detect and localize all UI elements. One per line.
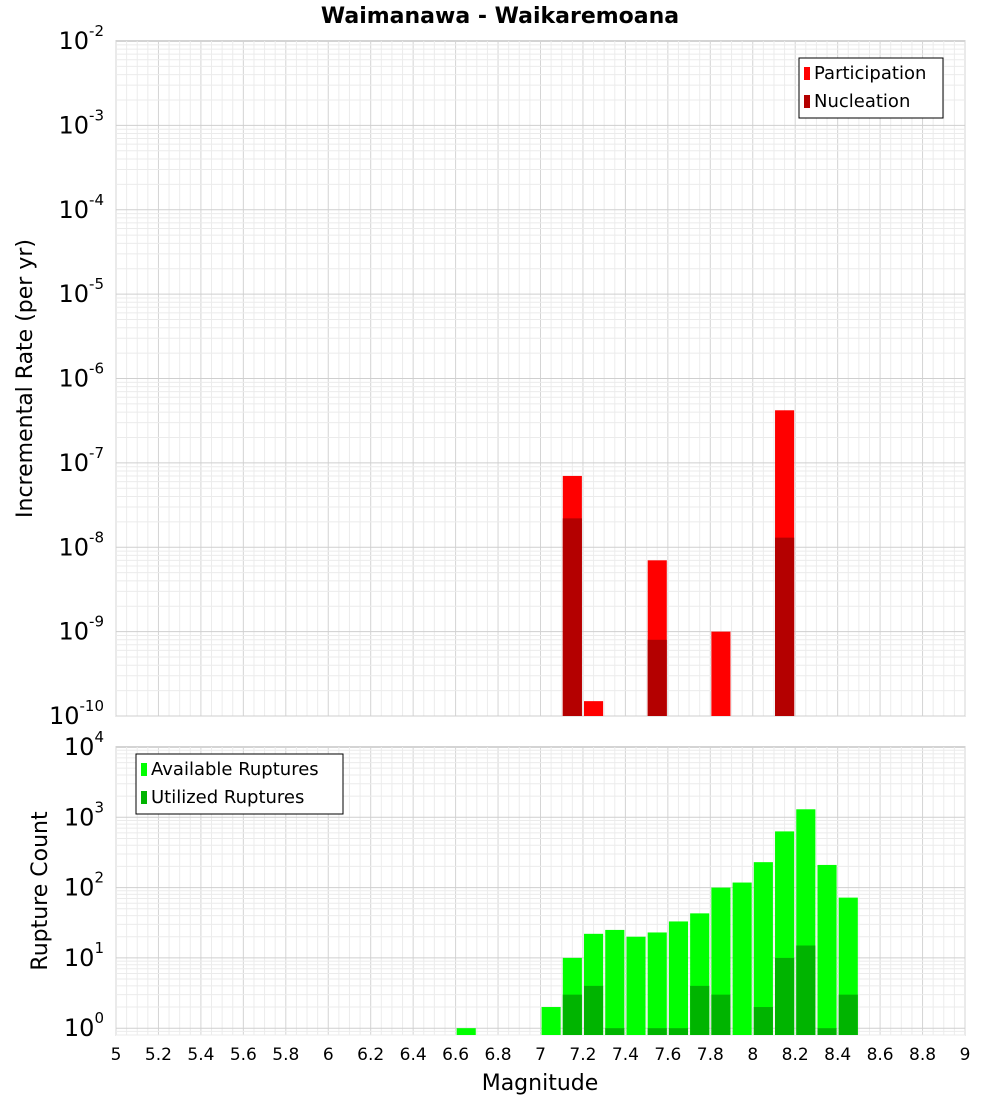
x-tick-label: 6.4 [400,1045,427,1065]
x-tick-label: 5.8 [272,1045,299,1065]
count-panel: 104 103 102 101 100 Rupture Count Available … [28,728,966,1042]
y-tick-label: 10-2 [58,22,104,55]
available-ruptures-bar [456,1028,476,1035]
legend-swatch [804,67,810,80]
legend-box [798,57,944,119]
available-ruptures-bar [626,936,646,1035]
x-tick-label: 8.6 [867,1045,894,1065]
participation-bar [711,631,731,716]
y-tick-label: 104 [64,728,104,761]
legend-box [135,753,344,815]
utilized-ruptures-bar [690,985,710,1035]
utilized-ruptures-bar [562,994,582,1035]
utilized-ruptures-bar [817,1028,837,1035]
x-tick-label: 5.2 [145,1045,172,1065]
rate-bars [562,410,795,716]
x-tick-label: 8.2 [782,1045,809,1065]
y-tick-label: 101 [64,939,104,972]
legend-label: Nucleation [814,91,910,112]
x-tick-label: 5 [111,1045,122,1065]
count-y-ticks: 104 103 102 101 100 [64,728,104,1042]
x-tick-label: 6.2 [357,1045,384,1065]
legend-label: Utilized Ruptures [151,787,304,808]
legend-label: Available Ruptures [151,759,319,780]
available-ruptures-bar [817,864,837,1035]
rate-y-axis-label: Incremental Rate (per yr) [13,239,38,518]
x-tick-labels: 5 5.2 5.4 5.6 5.8 6 6.2 6.4 6.6 6.8 7 7.2 7.4 7.6 7.8 8… [111,1045,971,1065]
y-tick-label: 102 [64,869,104,902]
x-tick-label: 8.4 [824,1045,851,1065]
utilized-ruptures-bar [753,1007,773,1035]
y-tick-label: 10-6 [58,360,104,393]
available-ruptures-bar [541,1007,561,1035]
x-tick-label: 8.8 [909,1045,936,1065]
legend-swatch [804,95,810,108]
x-tick-label: 7.2 [569,1045,596,1065]
legend-swatch [141,791,147,804]
x-tick-label: 8 [747,1045,758,1065]
x-tick-label: 7 [535,1045,546,1065]
x-axis-label: Magnitude [482,1071,599,1096]
available-ruptures-bar [753,862,773,1035]
available-ruptures-bar [732,882,752,1035]
x-tick-label: 7.8 [697,1045,724,1065]
x-tick-label: 6.8 [485,1045,512,1065]
available-ruptures-bar [605,929,625,1035]
y-tick-label: 10-3 [58,106,104,139]
legend-label: Participation [814,63,926,84]
participation-bar [584,701,604,716]
utilized-ruptures-bar [711,994,731,1035]
y-tick-label: 10-4 [58,191,104,224]
x-tick-label: 7.4 [612,1045,639,1065]
utilized-ruptures-bar [647,1028,667,1035]
rate-panel: 10-2 10-3 10-4 10-5 10-6 10-7 10-8 10-9 10-10 In… [13,22,966,730]
nucleation-bar [647,639,667,716]
x-tick-label: 6 [323,1045,334,1065]
rate-y-ticks: 10-2 10-3 10-4 10-5 10-6 10-7 10-8 10-9 10-10 [49,22,104,730]
utilized-ruptures-bar [668,1028,689,1035]
legend-swatch [141,763,147,776]
available-ruptures-bar [668,921,689,1035]
utilized-ruptures-bar [838,994,858,1035]
utilized-ruptures-bar [584,985,604,1035]
utilized-ruptures-bar [796,945,816,1035]
utilized-ruptures-bar [775,957,795,1035]
y-tick-label: 103 [64,798,104,831]
y-tick-label: 10-7 [58,444,104,477]
y-tick-label: 10-8 [58,528,104,561]
chart-title: Waimanawa - Waikaremoana [321,4,679,29]
rate-legend: Participation Nucleation [798,57,944,119]
y-tick-label: 10-5 [58,275,104,308]
utilized-ruptures-bar [605,1028,625,1035]
nucleation-bar [562,518,582,716]
rate-grid [115,41,966,717]
count-bars [456,809,858,1035]
x-tick-label: 6.6 [442,1045,469,1065]
available-ruptures-bar [647,932,667,1035]
y-tick-label: 10-10 [49,697,104,730]
nucleation-bar [775,537,795,716]
x-tick-label: 7.6 [654,1045,681,1065]
x-tick-label: 5.4 [187,1045,214,1065]
y-tick-label: 10-9 [58,613,104,646]
count-legend: Available Ruptures Utilized Ruptures [135,753,344,815]
x-tick-label: 9 [960,1045,971,1065]
x-tick-label: 5.6 [230,1045,257,1065]
count-y-axis-label: Rupture Count [28,811,53,971]
y-tick-label: 100 [64,1009,104,1042]
